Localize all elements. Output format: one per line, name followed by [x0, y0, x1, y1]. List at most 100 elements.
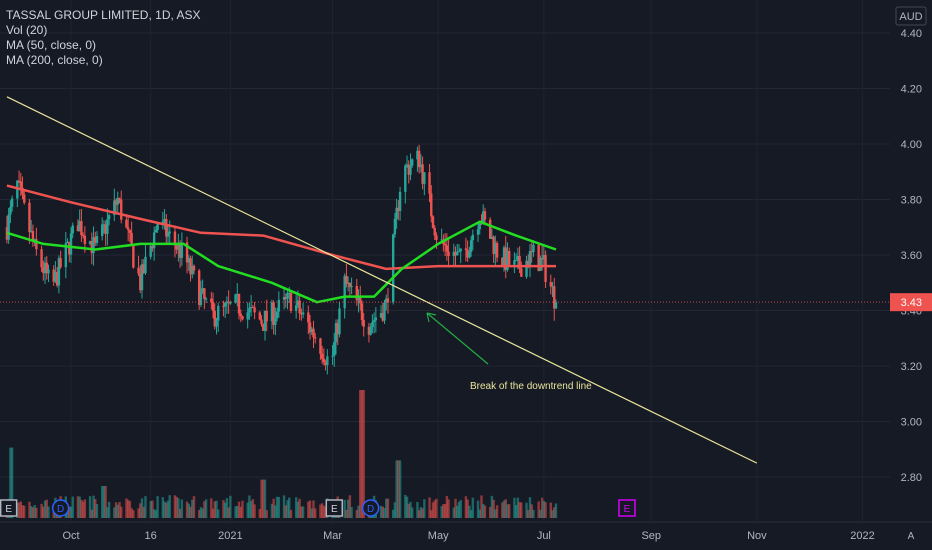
- volume-bar: [542, 500, 546, 518]
- candle-body: [166, 233, 170, 237]
- candle-body: [501, 257, 504, 266]
- candle-body: [191, 265, 194, 275]
- volume-bar: [137, 508, 140, 518]
- candle-body: [125, 219, 128, 228]
- candle-body: [360, 303, 364, 321]
- candle-body: [107, 215, 111, 220]
- volume-bar: [395, 460, 398, 518]
- volume-bar: [357, 505, 360, 518]
- volume-bar: [469, 510, 473, 518]
- candle-body: [68, 241, 71, 255]
- volume-bar: [433, 500, 436, 518]
- volume-bar: [355, 509, 358, 518]
- last-price-badge: [890, 293, 932, 312]
- candle-body: [452, 251, 455, 256]
- volume-bar: [76, 496, 80, 518]
- volume-bar: [430, 510, 433, 518]
- candle-body: [45, 262, 48, 274]
- candle-body: [554, 302, 558, 309]
- volume-bar: [502, 500, 506, 518]
- volume-bar: [468, 505, 471, 518]
- candle-body: [326, 356, 329, 366]
- auto-scale-button[interactable]: A: [908, 531, 915, 542]
- legend-entry-ma200[interactable]: MA (200, close, 0): [6, 53, 103, 67]
- y-tick-label: 2.80: [901, 472, 922, 484]
- candle-body: [471, 234, 475, 241]
- legend-entry-ma50[interactable]: MA (50, close, 0): [6, 38, 97, 52]
- volume-bar: [296, 501, 300, 518]
- volume-bar: [539, 509, 542, 518]
- volume-bar: [210, 498, 213, 518]
- volume-bar: [440, 506, 443, 518]
- volume-bar: [249, 501, 253, 518]
- volume-bar: [495, 505, 499, 518]
- candle-body: [54, 272, 57, 282]
- volume-bar: [35, 507, 38, 518]
- candle-body: [333, 342, 336, 356]
- candle-body: [284, 296, 287, 299]
- candle-body: [263, 310, 267, 331]
- candle-body: [241, 316, 244, 320]
- volume-bar: [492, 499, 495, 518]
- candle-body: [298, 300, 301, 314]
- candle-body: [350, 286, 353, 288]
- candle-body: [19, 181, 22, 188]
- candle-body: [102, 224, 106, 226]
- candle-body: [168, 231, 171, 234]
- volume-bar: [483, 505, 487, 518]
- volume-bar: [551, 510, 554, 518]
- chart-legend: TASSAL GROUP LIMITED, 1D, ASX Vol (20) M…: [6, 8, 201, 68]
- candle-body: [528, 251, 532, 268]
- candle-body: [100, 224, 104, 237]
- candle-body: [324, 362, 327, 366]
- volume-bar: [407, 503, 410, 518]
- candle-body: [374, 317, 378, 321]
- volume-bar: [168, 495, 171, 518]
- volume-bar: [166, 500, 170, 518]
- candle-body: [151, 245, 154, 249]
- candle-body: [348, 282, 352, 288]
- volume-bar: [173, 495, 177, 518]
- volume-bar: [161, 497, 165, 518]
- x-tick-label: Mar: [323, 530, 342, 542]
- candle-body: [71, 225, 74, 234]
- candle-body: [21, 187, 24, 195]
- volume-bar: [308, 500, 312, 518]
- candle-body: [314, 337, 317, 339]
- candle-body: [270, 302, 274, 322]
- volume-bar: [95, 504, 99, 518]
- legend-entry-vol[interactable]: Vol (20): [6, 23, 48, 37]
- volume-bar: [42, 506, 45, 518]
- volume-bar: [47, 506, 50, 518]
- candle-body: [445, 245, 449, 252]
- candle-body: [530, 251, 533, 253]
- candle-body: [35, 239, 38, 250]
- candle-body: [132, 245, 135, 268]
- candle-body: [154, 229, 158, 233]
- candle-body: [272, 302, 275, 325]
- candle-body: [346, 282, 350, 284]
- volume-bar: [213, 501, 216, 518]
- volume-bar: [457, 501, 461, 518]
- candle-body: [161, 221, 165, 224]
- volume-bar: [253, 504, 256, 518]
- candle-body: [454, 251, 457, 256]
- y-tick-label: 3.60: [901, 250, 922, 262]
- volume-bar: [114, 502, 118, 518]
- volume-bar: [466, 499, 469, 518]
- candle-body: [118, 197, 121, 200]
- candle-body: [64, 243, 68, 268]
- volume-bar: [120, 506, 123, 518]
- candle-body: [301, 312, 305, 315]
- candle-body: [253, 307, 256, 313]
- volume-bar: [508, 504, 511, 518]
- candle-body: [296, 300, 300, 306]
- volume-bar: [241, 500, 244, 518]
- candle-body: [163, 219, 166, 222]
- y-tick-label: 4.40: [901, 28, 922, 40]
- candle-body: [457, 251, 461, 253]
- volume-bar: [71, 496, 74, 518]
- volume-bar: [90, 509, 93, 518]
